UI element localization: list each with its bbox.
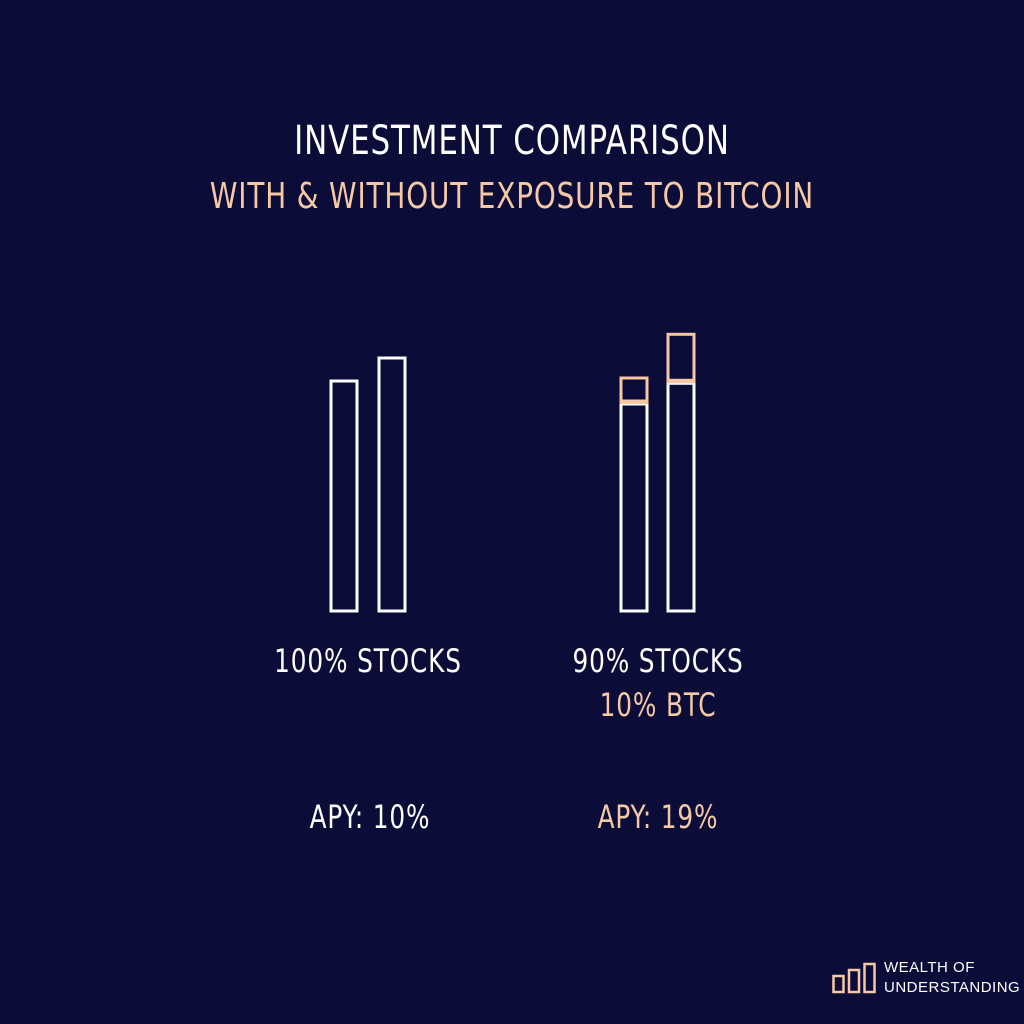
brand-name: WEALTH OF UNDERSTANDING — [884, 958, 1020, 998]
group-2-apy: APY: 19% — [597, 798, 719, 836]
bar-g2-1-stocks — [619, 402, 649, 613]
brand-line-1: WEALTH OF — [884, 959, 975, 976]
chart-title: INVESTMENT COMPARISON — [294, 118, 730, 164]
bar-chart-icon — [832, 962, 876, 994]
bar-g2-2-separator — [666, 380, 696, 384]
bar-g2-1-btc — [619, 376, 649, 403]
group-2-label-btc: 10% BTC — [599, 686, 717, 724]
group-2-label: 90% STOCKS — [572, 642, 744, 680]
bar-g1-2-stocks — [377, 356, 407, 613]
bar-g2-1-separator — [619, 401, 649, 404]
bar-g2-2-btc — [666, 332, 696, 382]
chart-subtitle: WITH & WITHOUT EXPOSURE TO BITCOIN — [209, 176, 815, 217]
bar-g2-2-stocks — [666, 381, 696, 613]
brand-line-2: UNDERSTANDING — [884, 979, 1021, 996]
bar-g1-1-stocks — [329, 379, 359, 613]
brand-logo: WEALTH OF UNDERSTANDING — [832, 958, 1022, 1004]
group-1-label: 100% STOCKS — [274, 642, 462, 680]
group-1-apy: APY: 10% — [309, 798, 431, 836]
